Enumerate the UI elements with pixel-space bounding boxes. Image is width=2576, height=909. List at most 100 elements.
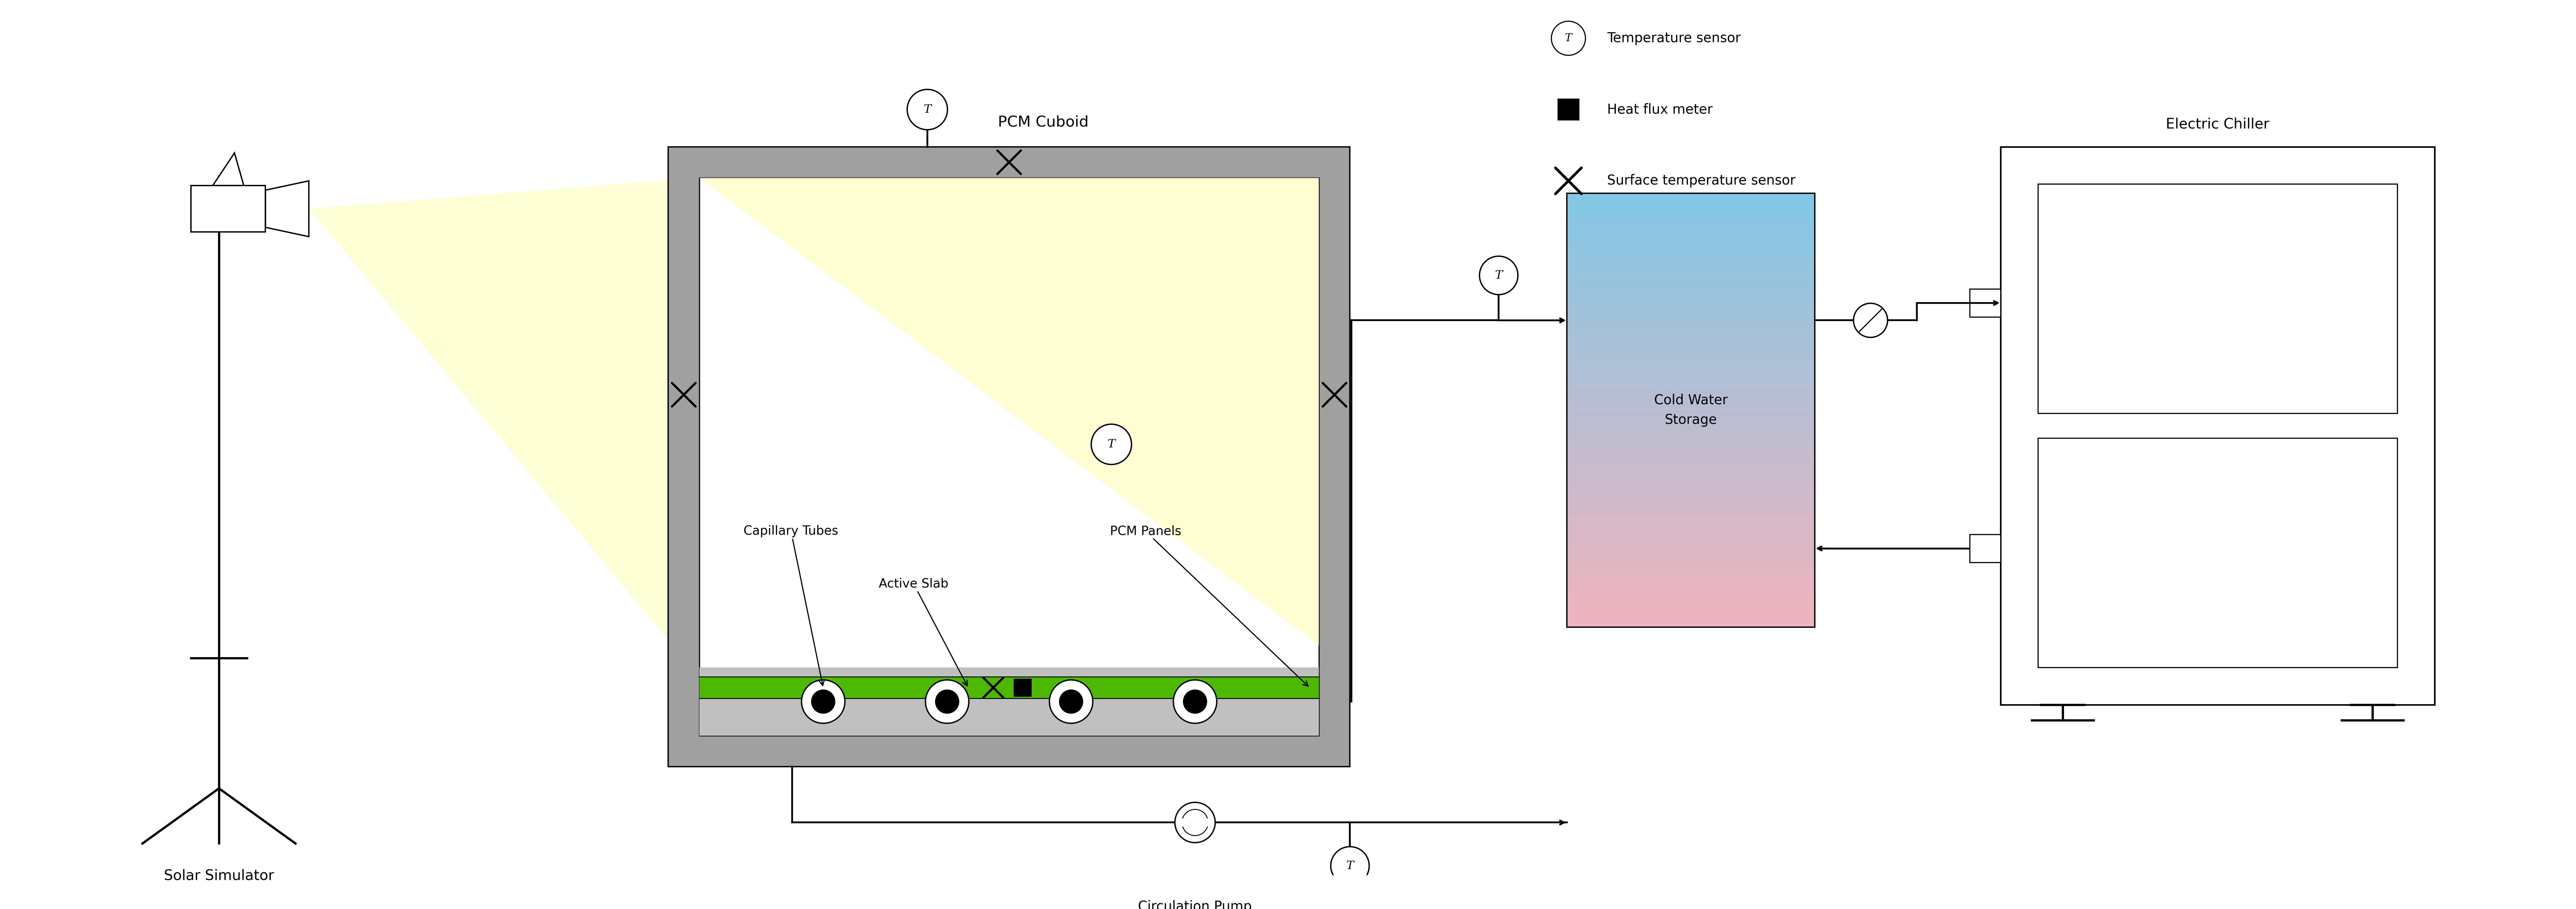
FancyBboxPatch shape bbox=[1566, 379, 1814, 382]
FancyBboxPatch shape bbox=[1558, 99, 1579, 120]
FancyBboxPatch shape bbox=[1566, 247, 1814, 250]
FancyBboxPatch shape bbox=[1566, 520, 1814, 523]
FancyBboxPatch shape bbox=[2038, 184, 2398, 414]
FancyBboxPatch shape bbox=[1566, 335, 1814, 339]
FancyBboxPatch shape bbox=[1566, 607, 1814, 610]
FancyBboxPatch shape bbox=[1566, 416, 1814, 419]
FancyBboxPatch shape bbox=[1566, 334, 1814, 336]
Text: PCM Panels: PCM Panels bbox=[1110, 525, 1309, 686]
FancyBboxPatch shape bbox=[1566, 315, 1814, 317]
FancyBboxPatch shape bbox=[1566, 418, 1814, 421]
Circle shape bbox=[1551, 21, 1584, 55]
FancyBboxPatch shape bbox=[1566, 457, 1814, 460]
FancyBboxPatch shape bbox=[1566, 492, 1814, 494]
FancyBboxPatch shape bbox=[1566, 509, 1814, 512]
FancyBboxPatch shape bbox=[1566, 540, 1814, 543]
FancyBboxPatch shape bbox=[1566, 590, 1814, 593]
FancyBboxPatch shape bbox=[1566, 210, 1814, 213]
FancyBboxPatch shape bbox=[1566, 435, 1814, 438]
Text: T: T bbox=[1494, 270, 1502, 281]
FancyBboxPatch shape bbox=[1566, 431, 1814, 435]
FancyBboxPatch shape bbox=[698, 178, 1319, 735]
FancyBboxPatch shape bbox=[1566, 574, 1814, 577]
FancyBboxPatch shape bbox=[1566, 375, 1814, 377]
Text: Active Slab: Active Slab bbox=[878, 578, 966, 685]
FancyBboxPatch shape bbox=[1566, 531, 1814, 534]
FancyBboxPatch shape bbox=[1971, 534, 2002, 563]
FancyBboxPatch shape bbox=[1566, 232, 1814, 235]
FancyBboxPatch shape bbox=[1566, 354, 1814, 356]
FancyBboxPatch shape bbox=[1566, 286, 1814, 289]
FancyBboxPatch shape bbox=[1566, 262, 1814, 265]
FancyBboxPatch shape bbox=[1566, 301, 1814, 304]
FancyBboxPatch shape bbox=[1566, 240, 1814, 243]
FancyBboxPatch shape bbox=[1566, 445, 1814, 447]
FancyBboxPatch shape bbox=[1566, 434, 1814, 436]
Circle shape bbox=[1182, 690, 1206, 714]
FancyBboxPatch shape bbox=[1566, 470, 1814, 474]
Text: PCM Cuboid: PCM Cuboid bbox=[997, 115, 1090, 130]
FancyBboxPatch shape bbox=[1566, 527, 1814, 530]
FancyBboxPatch shape bbox=[1566, 384, 1814, 386]
FancyBboxPatch shape bbox=[698, 677, 1319, 698]
FancyBboxPatch shape bbox=[1566, 584, 1814, 586]
Circle shape bbox=[801, 680, 845, 724]
Text: Cold Water
Storage: Cold Water Storage bbox=[1654, 394, 1728, 427]
Text: T: T bbox=[1564, 33, 1571, 44]
FancyBboxPatch shape bbox=[1566, 245, 1814, 247]
FancyBboxPatch shape bbox=[1566, 273, 1814, 275]
Text: Surface temperature sensor: Surface temperature sensor bbox=[1607, 175, 1795, 187]
FancyBboxPatch shape bbox=[1566, 440, 1814, 443]
FancyBboxPatch shape bbox=[1566, 546, 1814, 549]
FancyBboxPatch shape bbox=[1566, 618, 1814, 621]
FancyBboxPatch shape bbox=[1566, 414, 1814, 416]
FancyBboxPatch shape bbox=[1566, 551, 1814, 554]
FancyBboxPatch shape bbox=[1566, 446, 1814, 449]
Polygon shape bbox=[698, 178, 1319, 645]
FancyBboxPatch shape bbox=[1566, 251, 1814, 254]
FancyBboxPatch shape bbox=[1566, 260, 1814, 263]
FancyBboxPatch shape bbox=[1566, 243, 1814, 245]
Circle shape bbox=[925, 680, 969, 724]
FancyBboxPatch shape bbox=[1566, 473, 1814, 475]
FancyBboxPatch shape bbox=[1566, 460, 1814, 463]
FancyBboxPatch shape bbox=[1566, 364, 1814, 367]
FancyBboxPatch shape bbox=[1566, 362, 1814, 365]
FancyBboxPatch shape bbox=[1566, 562, 1814, 564]
FancyBboxPatch shape bbox=[1971, 289, 2002, 317]
FancyBboxPatch shape bbox=[1566, 401, 1814, 404]
FancyBboxPatch shape bbox=[1566, 553, 1814, 555]
Circle shape bbox=[1092, 425, 1131, 464]
FancyBboxPatch shape bbox=[1566, 227, 1814, 230]
FancyBboxPatch shape bbox=[1566, 193, 1814, 195]
FancyBboxPatch shape bbox=[1566, 620, 1814, 623]
FancyBboxPatch shape bbox=[1566, 529, 1814, 532]
FancyBboxPatch shape bbox=[1566, 343, 1814, 345]
FancyBboxPatch shape bbox=[1566, 425, 1814, 427]
FancyBboxPatch shape bbox=[1566, 479, 1814, 482]
FancyBboxPatch shape bbox=[1015, 679, 1033, 696]
FancyBboxPatch shape bbox=[1566, 271, 1814, 274]
FancyBboxPatch shape bbox=[1566, 307, 1814, 310]
FancyBboxPatch shape bbox=[1566, 535, 1814, 538]
FancyBboxPatch shape bbox=[1566, 559, 1814, 562]
FancyBboxPatch shape bbox=[1566, 503, 1814, 505]
FancyBboxPatch shape bbox=[1566, 221, 1814, 224]
FancyBboxPatch shape bbox=[1566, 609, 1814, 612]
FancyBboxPatch shape bbox=[1566, 223, 1814, 225]
FancyBboxPatch shape bbox=[1566, 393, 1814, 395]
FancyBboxPatch shape bbox=[1566, 557, 1814, 560]
FancyBboxPatch shape bbox=[1566, 284, 1814, 286]
FancyBboxPatch shape bbox=[1566, 229, 1814, 233]
FancyBboxPatch shape bbox=[1566, 462, 1814, 464]
FancyBboxPatch shape bbox=[1566, 488, 1814, 491]
Circle shape bbox=[1479, 256, 1517, 295]
FancyBboxPatch shape bbox=[1566, 412, 1814, 415]
Circle shape bbox=[1172, 680, 1216, 724]
FancyBboxPatch shape bbox=[1566, 427, 1814, 430]
FancyBboxPatch shape bbox=[1566, 601, 1814, 604]
FancyBboxPatch shape bbox=[2038, 438, 2398, 667]
Text: Capillary Tubes: Capillary Tubes bbox=[744, 525, 837, 685]
FancyBboxPatch shape bbox=[1566, 507, 1814, 510]
FancyBboxPatch shape bbox=[1566, 282, 1814, 285]
